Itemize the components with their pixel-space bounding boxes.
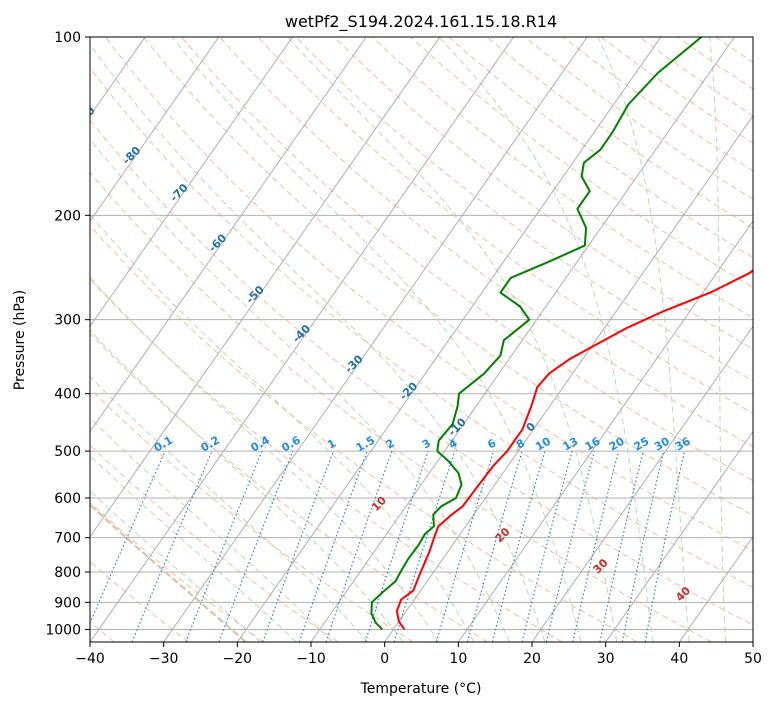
dry-adiabat-line <box>333 37 753 350</box>
dry-adiabats <box>90 37 753 642</box>
moist-adiabat-line <box>90 329 404 642</box>
temperature-profile-line <box>395 269 753 630</box>
mixing-ratio-line <box>521 450 573 642</box>
mixing-ratio-line <box>298 450 368 642</box>
y-axis-label: Pressure (hPa) <box>12 290 28 390</box>
mixing-ratio-line <box>131 450 213 642</box>
x-axis-label: Temperature (°C) <box>360 681 482 697</box>
moist-adiabat-line <box>90 375 369 642</box>
mixing-ratio-lines <box>90 450 686 642</box>
dry-adiabat-line <box>600 37 753 144</box>
dry-adiabat-line <box>524 37 753 200</box>
x-tick-label: 20 <box>523 651 541 667</box>
isotherm-line <box>384 115 753 642</box>
isotherm-line <box>90 37 220 222</box>
chart-title: wetPf2_S194.2024.161.15.18.R14 <box>285 12 557 32</box>
mixing-ratio-line <box>325 450 393 642</box>
dry-adiabat-line <box>90 278 563 642</box>
moist-adiabat-line <box>90 43 546 642</box>
y-tick-label: 700 <box>54 531 81 547</box>
y-tick-label: 800 <box>54 565 81 581</box>
moist-adiabat-line <box>287 37 618 642</box>
dewpoint-profile-line <box>370 37 703 631</box>
profiles <box>370 37 753 631</box>
dry-adiabat-line <box>90 67 753 588</box>
y-tick-label: 200 <box>54 208 81 224</box>
dry-adiabat-line <box>90 501 264 642</box>
mixing-ratio-line <box>435 450 495 642</box>
mixing-ratio-line <box>621 450 665 642</box>
x-tick-label: −40 <box>75 651 105 667</box>
mixing-ratio-line <box>491 450 546 642</box>
mixing-ratio-line <box>545 450 595 642</box>
moist-adiabat-line <box>90 214 475 642</box>
isotherm-line <box>163 37 588 642</box>
y-tick-label: 900 <box>54 595 81 611</box>
x-tick-label: 50 <box>744 651 762 667</box>
y-tick-label: 1000 <box>45 622 81 638</box>
dry-adiabat-line <box>295 37 753 382</box>
plot-frame <box>89 36 754 643</box>
mixing-ratio-line <box>644 450 686 642</box>
x-tick-label: 40 <box>670 651 688 667</box>
x-tick-label: −30 <box>149 651 179 667</box>
isotherm-line <box>531 325 753 642</box>
y-tick-label: 500 <box>54 444 81 460</box>
y-tick-label: 100 <box>54 30 81 46</box>
cape-curve <box>90 503 247 642</box>
dry-adiabat-line <box>90 332 488 642</box>
moist-adiabat-line <box>597 37 690 642</box>
y-axis-ticks: 1000 900 800 700 600 500 400 300 200 100 <box>45 30 90 638</box>
x-axis-ticks: −40 −30 −20 −10 0 10 20 30 40 50 <box>75 642 762 667</box>
dry-adiabat-line <box>562 37 753 172</box>
dry-adiabat-line <box>486 37 753 229</box>
mixing-ratio-line <box>393 450 456 642</box>
dry-adiabat-line <box>90 224 638 642</box>
isotherm-line <box>678 535 753 642</box>
dry-adiabat-line <box>104 37 753 552</box>
mixing-ratio-line <box>599 450 644 642</box>
moist-adiabat-line <box>90 490 261 642</box>
dry-adiabat-line <box>448 37 753 259</box>
moist-adiabat-line <box>90 276 439 642</box>
y-tick-label: 300 <box>54 313 81 329</box>
dry-adiabat-line <box>90 119 753 626</box>
x-tick-label: 10 <box>449 651 467 667</box>
x-tick-label: 0 <box>380 651 389 667</box>
isotherm-line <box>90 37 441 538</box>
y-tick-label: 600 <box>54 491 81 507</box>
isotherm-line <box>457 220 753 642</box>
isotherm-line <box>236 37 662 642</box>
moist-adiabat-line <box>709 37 727 642</box>
isotherms <box>90 37 753 642</box>
dry-adiabat-line <box>90 171 712 642</box>
x-tick-label: −10 <box>296 651 326 667</box>
isotherm-line <box>90 37 514 642</box>
plot-area: -100-90-80-70-60-50-40-30-20-1000.10.20.… <box>74 37 753 642</box>
dry-adiabat-line <box>257 37 753 414</box>
isotherm-line <box>310 37 735 642</box>
moist-adiabat-line <box>90 454 297 642</box>
isotherm-label: -90 <box>74 104 97 127</box>
y-tick-label: 400 <box>54 387 81 403</box>
isotherm-line <box>90 37 367 433</box>
cape-parcel-curve <box>90 503 247 642</box>
mixing-ratio-line <box>466 450 523 642</box>
x-tick-label: −20 <box>223 651 253 667</box>
mixing-ratio-line <box>572 450 620 642</box>
moist-adiabat-line <box>438 37 654 642</box>
mixing-ratio-line <box>364 450 429 642</box>
x-tick-label: 30 <box>597 651 615 667</box>
isotherm-line <box>90 37 293 328</box>
dry-adiabat-line <box>143 37 753 516</box>
isotherm-line <box>605 430 753 642</box>
dry-adiabat-line <box>90 444 339 642</box>
